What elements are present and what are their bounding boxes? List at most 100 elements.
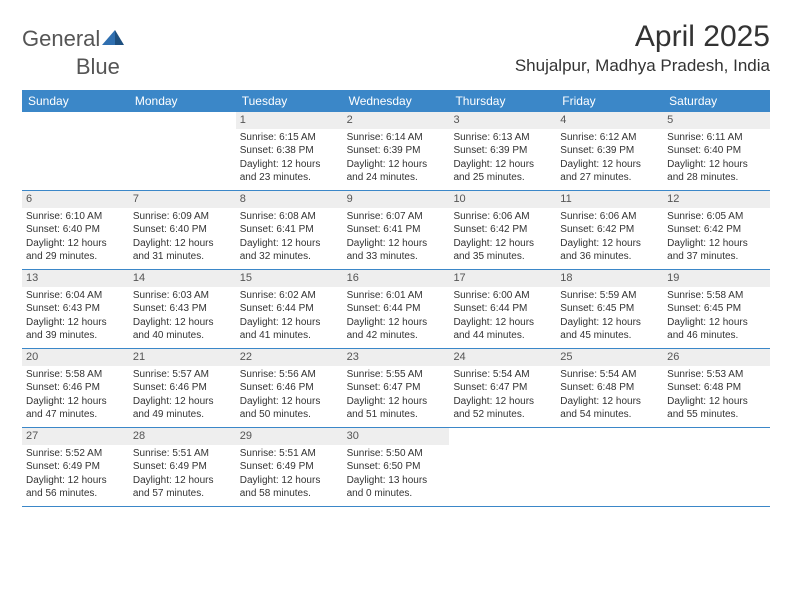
sunset-text: Sunset: 6:39 PM [560, 144, 659, 158]
sunrise-text: Sunrise: 5:51 AM [240, 447, 339, 461]
daylight-text: Daylight: 12 hours and 49 minutes. [133, 395, 232, 422]
day-cell: 8Sunrise: 6:08 AMSunset: 6:41 PMDaylight… [236, 191, 343, 269]
sunrise-text: Sunrise: 5:57 AM [133, 368, 232, 382]
day-number: 28 [129, 428, 236, 445]
sunrise-text: Sunrise: 6:14 AM [347, 131, 446, 145]
sunset-text: Sunset: 6:44 PM [347, 302, 446, 316]
sunset-text: Sunset: 6:46 PM [26, 381, 125, 395]
sunset-text: Sunset: 6:40 PM [667, 144, 766, 158]
sunset-text: Sunset: 6:45 PM [560, 302, 659, 316]
day-cell: 14Sunrise: 6:03 AMSunset: 6:43 PMDayligh… [129, 270, 236, 348]
sunrise-text: Sunrise: 5:51 AM [133, 447, 232, 461]
day-cell: 11 Sunrise: 6:06 AMSunset: 6:42 PMDayligh… [556, 191, 663, 269]
week-row: 20Sunrise: 5:58 AMSunset: 6:46 PMDayligh… [22, 349, 770, 428]
day-cell: 18Sunrise: 5:59 AMSunset: 6:45 PMDayligh… [556, 270, 663, 348]
day-number: 7 [129, 191, 236, 208]
sunset-text: Sunset: 6:49 PM [26, 460, 125, 474]
day-number: 30 [343, 428, 450, 445]
daylight-text: Daylight: 13 hours and 0 minutes. [347, 474, 446, 501]
day-number: 27 [22, 428, 129, 445]
daylight-text: Daylight: 12 hours and 32 minutes. [240, 237, 339, 264]
sunset-text: Sunset: 6:49 PM [240, 460, 339, 474]
sunrise-text: Sunrise: 6:06 AM [560, 210, 659, 224]
daylight-text: Daylight: 12 hours and 29 minutes. [26, 237, 125, 264]
sunrise-text: Sunrise: 6:12 AM [560, 131, 659, 145]
day-number: 6 [22, 191, 129, 208]
day-cell: 17Sunrise: 6:00 AMSunset: 6:44 PMDayligh… [449, 270, 556, 348]
day-number: 26 [663, 349, 770, 366]
sunrise-text: Sunrise: 5:54 AM [560, 368, 659, 382]
sunrise-text: Sunrise: 5:58 AM [667, 289, 766, 303]
daylight-text: Daylight: 12 hours and 37 minutes. [667, 237, 766, 264]
sunset-text: Sunset: 6:44 PM [453, 302, 552, 316]
daylight-text: Daylight: 12 hours and 47 minutes. [26, 395, 125, 422]
sunset-text: Sunset: 6:48 PM [560, 381, 659, 395]
daylight-text: Daylight: 12 hours and 58 minutes. [240, 474, 339, 501]
daylight-text: Daylight: 12 hours and 36 minutes. [560, 237, 659, 264]
page-subtitle: Shujalpur, Madhya Pradesh, India [515, 56, 770, 76]
page: General April 2025 Shujalpur, Madhya Pra… [0, 0, 792, 507]
sunrise-text: Sunrise: 5:53 AM [667, 368, 766, 382]
sunrise-text: Sunrise: 6:07 AM [347, 210, 446, 224]
day-cell: 10Sunrise: 6:06 AMSunset: 6:42 PMDayligh… [449, 191, 556, 269]
day-cell: 4 Sunrise: 6:12 AMSunset: 6:39 PMDaylight… [556, 112, 663, 190]
daylight-text: Daylight: 12 hours and 45 minutes. [560, 316, 659, 343]
day-number: 5 [663, 112, 770, 129]
day-cell: 9Sunrise: 6:07 AMSunset: 6:41 PMDaylight… [343, 191, 450, 269]
sunset-text: Sunset: 6:46 PM [240, 381, 339, 395]
day-number: 11 [556, 191, 663, 208]
day-number: 13 [22, 270, 129, 287]
daylight-text: Daylight: 12 hours and 23 minutes. [240, 158, 339, 185]
day-number: 10 [449, 191, 556, 208]
sunset-text: Sunset: 6:42 PM [560, 223, 659, 237]
sunrise-text: Sunrise: 6:02 AM [240, 289, 339, 303]
day-cell: . [449, 428, 556, 506]
day-number: 8 [236, 191, 343, 208]
sunset-text: Sunset: 6:44 PM [240, 302, 339, 316]
day-cell: 28Sunrise: 5:51 AMSunset: 6:49 PMDayligh… [129, 428, 236, 506]
daylight-text: Daylight: 12 hours and 51 minutes. [347, 395, 446, 422]
daylight-text: Daylight: 12 hours and 25 minutes. [453, 158, 552, 185]
day-cell: 2Sunrise: 6:14 AMSunset: 6:39 PMDaylight… [343, 112, 450, 190]
day-cell: 27Sunrise: 5:52 AMSunset: 6:49 PMDayligh… [22, 428, 129, 506]
daylight-text: Daylight: 12 hours and 52 minutes. [453, 395, 552, 422]
sunrise-text: Sunrise: 5:58 AM [26, 368, 125, 382]
sunset-text: Sunset: 6:48 PM [667, 381, 766, 395]
logo-triangle-icon [102, 26, 124, 52]
sunset-text: Sunset: 6:41 PM [347, 223, 446, 237]
daylight-text: Daylight: 12 hours and 40 minutes. [133, 316, 232, 343]
sunset-text: Sunset: 6:47 PM [453, 381, 552, 395]
weekday-header: Sunday [22, 90, 129, 112]
daylight-text: Daylight: 12 hours and 50 minutes. [240, 395, 339, 422]
weeks-container: ..1Sunrise: 6:15 AMSunset: 6:38 PMDaylig… [22, 112, 770, 507]
day-number: 16 [343, 270, 450, 287]
day-number: 25 [556, 349, 663, 366]
sunrise-text: Sunrise: 6:13 AM [453, 131, 552, 145]
day-number: 19 [663, 270, 770, 287]
sunrise-text: Sunrise: 6:01 AM [347, 289, 446, 303]
daylight-text: Daylight: 12 hours and 41 minutes. [240, 316, 339, 343]
daylight-text: Daylight: 12 hours and 54 minutes. [560, 395, 659, 422]
day-number: 14 [129, 270, 236, 287]
daylight-text: Daylight: 12 hours and 35 minutes. [453, 237, 552, 264]
weekday-header: Monday [129, 90, 236, 112]
weekday-header: Wednesday [343, 90, 450, 112]
day-cell: 22Sunrise: 5:56 AMSunset: 6:46 PMDayligh… [236, 349, 343, 427]
sunset-text: Sunset: 6:38 PM [240, 144, 339, 158]
daylight-text: Daylight: 12 hours and 27 minutes. [560, 158, 659, 185]
title-block: April 2025 Shujalpur, Madhya Pradesh, In… [515, 20, 770, 76]
day-cell: 5Sunrise: 6:11 AMSunset: 6:40 PMDaylight… [663, 112, 770, 190]
week-row: 13Sunrise: 6:04 AMSunset: 6:43 PMDayligh… [22, 270, 770, 349]
day-number: 12 [663, 191, 770, 208]
day-number: 18 [556, 270, 663, 287]
sunrise-text: Sunrise: 6:08 AM [240, 210, 339, 224]
day-number: 3 [449, 112, 556, 129]
day-cell: 12Sunrise: 6:05 AMSunset: 6:42 PMDayligh… [663, 191, 770, 269]
day-cell: 16Sunrise: 6:01 AMSunset: 6:44 PMDayligh… [343, 270, 450, 348]
day-number: 1 [236, 112, 343, 129]
week-row: ..1Sunrise: 6:15 AMSunset: 6:38 PMDaylig… [22, 112, 770, 191]
sunrise-text: Sunrise: 5:56 AM [240, 368, 339, 382]
sunset-text: Sunset: 6:49 PM [133, 460, 232, 474]
day-number: 17 [449, 270, 556, 287]
day-number: 4 [556, 112, 663, 129]
